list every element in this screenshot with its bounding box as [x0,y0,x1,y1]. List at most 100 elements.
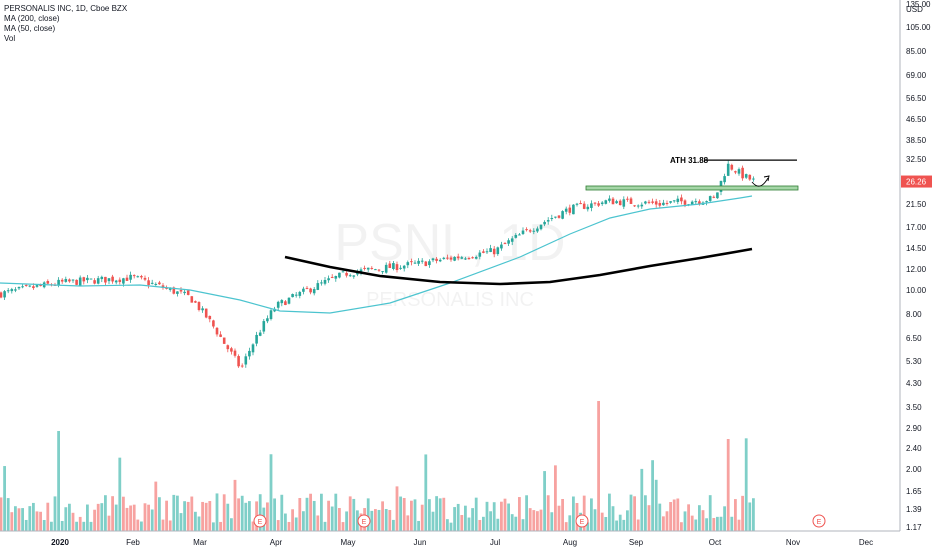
candle [276,300,280,311]
volume-bar [179,513,183,531]
volume-bar [410,500,413,531]
candle [190,295,194,303]
earnings-marker[interactable]: E [812,514,826,528]
volume-bar [291,509,294,531]
volume-bar [737,519,741,531]
volume-bar [273,498,276,531]
price-tick-label: 4.30 [906,379,922,388]
volume-bar [467,517,471,531]
candle [410,258,413,266]
bounce-arrow[interactable] [751,177,769,187]
volume-bar [492,502,496,531]
volume-bar [132,504,136,531]
volume-bar [734,499,737,531]
candle [712,195,716,199]
volume-bar [482,516,485,531]
candle [316,280,320,291]
volume-bar [654,479,658,531]
volume-bar [644,495,647,531]
volume-bar [381,501,384,531]
volume-bar [708,495,712,531]
volume-bar [168,520,172,531]
candle [557,215,561,219]
time-tick-label: Dec [859,538,873,547]
volume-bar [28,506,32,531]
candle [708,195,712,203]
candle [323,276,327,286]
candle [518,233,521,236]
candle [597,201,600,208]
volume-bar [114,504,118,531]
volume-bar [248,501,251,531]
price-tick-label: 32.50 [906,155,927,164]
volume-bar [122,496,125,531]
volume-bar [251,521,255,531]
candle [435,257,438,264]
candle [330,274,334,279]
candle [669,201,672,204]
price-tick-label: 1.17 [906,523,922,532]
candle [68,278,71,283]
price-tick-label: 105.00 [906,23,931,32]
candle [420,258,424,264]
time-tick-label: May [340,538,355,547]
candle [680,194,683,205]
volume-bar [471,508,474,531]
volume-bar [345,511,348,531]
volume-bar [370,510,374,531]
legend-symbol[interactable]: PERSONALIS INC, 1D, Cboe BZX [4,4,128,13]
volume-bar [478,519,482,531]
candle [345,271,348,278]
candle [388,260,392,269]
candle [752,176,755,182]
chart-legend: PERSONALIS INC, 1D, Cboe BZX MA (200, cl… [4,4,127,44]
volume-bar [327,500,330,531]
candle [215,326,219,337]
candle [255,331,258,347]
candle [366,267,370,272]
volume-bar [464,505,467,531]
volume-bar [93,509,96,531]
volume-bar [323,521,327,531]
legend-ma200[interactable]: MA (200, close) [4,14,60,23]
volume-bar [550,512,554,531]
volume-bar [582,495,586,531]
candle [86,274,89,284]
candle [532,228,536,235]
legend-vol[interactable]: Vol [4,34,16,43]
candle [503,242,507,245]
volume-bar [96,503,100,531]
volume-bar [618,514,622,531]
volume-bar [197,516,201,531]
candle [723,173,726,185]
volume-bar [82,521,86,531]
volume-bar [165,500,168,531]
earnings-marker[interactable]: E [253,514,267,528]
candle [237,354,240,368]
earnings-marker[interactable]: E [575,514,589,528]
volume-bar [32,502,35,531]
volume-bar [615,520,618,531]
candle [75,279,78,286]
earnings-label: E [362,519,367,526]
candle [338,272,341,279]
support-zone[interactable] [585,185,799,191]
volume-bar [147,504,150,531]
candle [525,227,528,232]
volume-bar [593,509,597,531]
candle [118,277,122,285]
volume-bar [35,511,39,531]
candle [478,250,482,260]
volume-bar [514,516,518,531]
earnings-label: E [258,519,263,526]
legend-ma50[interactable]: MA (50, close) [4,24,56,33]
candle [370,266,374,270]
candle [262,318,266,334]
volume-bar [701,510,705,531]
volume-bar [406,515,410,531]
earnings-marker[interactable]: E [357,514,371,528]
volume-bar [726,439,730,531]
time-tick-label: 2020 [51,538,69,547]
